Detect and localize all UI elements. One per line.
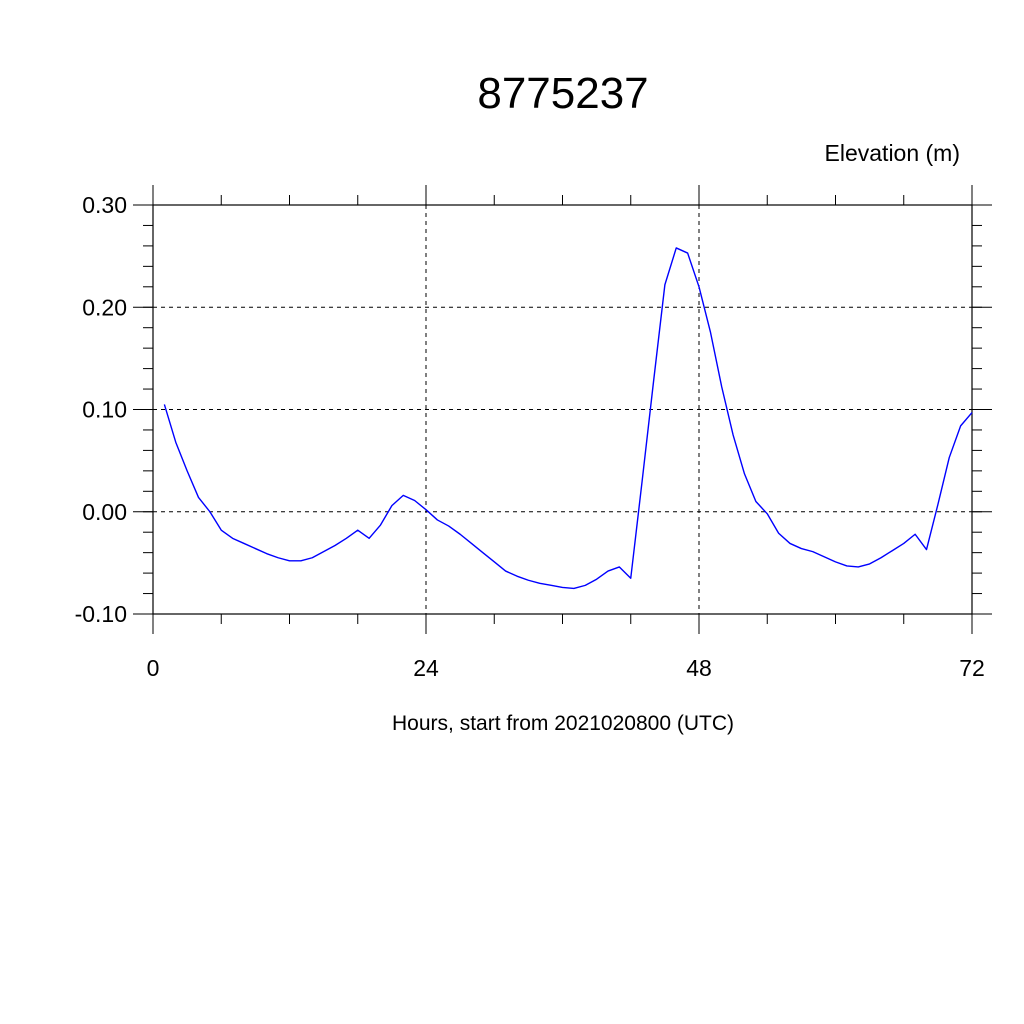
tick-labels: -0.10 0.00 0.10 0.20 0.30 0 24 48 72 — [75, 192, 985, 681]
y-tick-label: 0.30 — [82, 192, 127, 218]
x-tick-label: 0 — [147, 655, 160, 681]
grid-lines — [152, 204, 973, 615]
major-ticks — [133, 185, 992, 634]
y-axis-label: Elevation (m) — [825, 140, 960, 166]
y-tick-label: -0.10 — [75, 601, 127, 627]
x-tick-label: 48 — [686, 655, 712, 681]
y-tick-label: 0.00 — [82, 499, 127, 525]
series-layer — [163, 247, 973, 590]
x-tick-label: 72 — [959, 655, 985, 681]
y-tick-label: 0.20 — [82, 294, 127, 320]
chart-title: 8775237 — [477, 69, 648, 118]
x-tick-label: 24 — [413, 655, 439, 681]
y-tick-label: 0.10 — [82, 397, 127, 423]
x-axis-label: Hours, start from 2021020800 (UTC) — [392, 712, 734, 735]
series-line — [163, 247, 973, 590]
plot-frame — [152, 204, 973, 615]
